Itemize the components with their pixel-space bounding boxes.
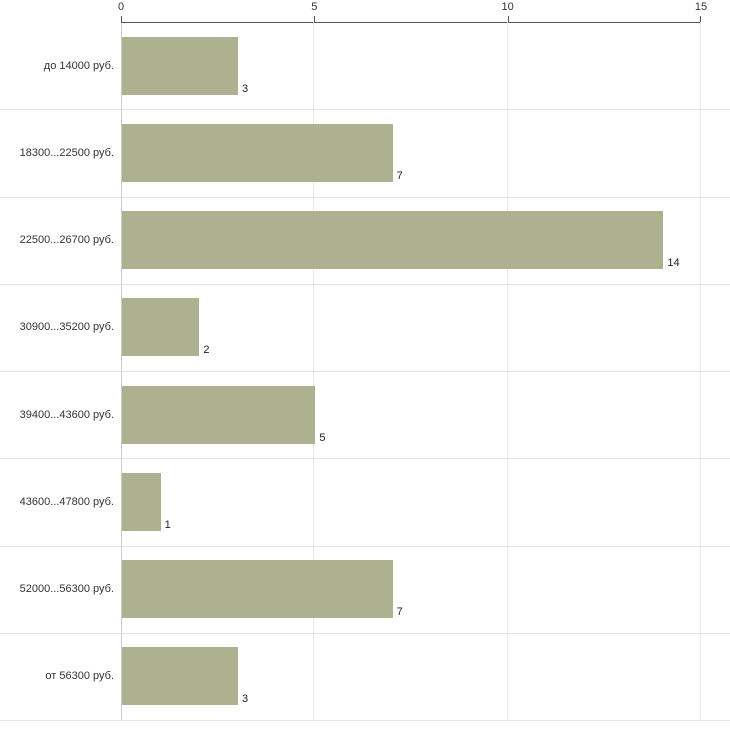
x-axis-tick-label: 0 xyxy=(117,1,125,13)
row-separator xyxy=(0,458,730,459)
category-label: 30900...35200 руб. xyxy=(19,321,114,334)
x-axis-line xyxy=(121,22,701,23)
category-label: от 56300 руб. xyxy=(45,670,114,683)
x-axis-tick xyxy=(314,16,316,22)
category-label: 39400...43600 руб. xyxy=(19,408,114,421)
bar-value-label: 7 xyxy=(396,606,403,619)
row-separator xyxy=(0,720,730,721)
bar[interactable] xyxy=(122,472,161,531)
bar-value-label: 5 xyxy=(319,431,326,444)
bar[interactable] xyxy=(122,211,664,270)
bar[interactable] xyxy=(122,385,316,444)
bar[interactable] xyxy=(122,298,200,357)
bar-value-label: 3 xyxy=(242,693,249,706)
bar[interactable] xyxy=(122,36,238,95)
bar-value-label: 2 xyxy=(203,344,210,357)
bar-value-label: 3 xyxy=(242,82,249,95)
x-axis-tick-label: 5 xyxy=(311,1,318,13)
category-label: 18300...22500 руб. xyxy=(19,146,114,159)
bar-value-label: 7 xyxy=(396,169,403,182)
category-label: 52000...56300 руб. xyxy=(19,583,114,596)
row-separator xyxy=(0,371,730,372)
x-axis-tick xyxy=(507,16,509,22)
row-separator xyxy=(0,546,730,547)
row-separator xyxy=(0,109,730,110)
category-label: 43600...47800 руб. xyxy=(19,495,114,508)
bar-value-label: 1 xyxy=(164,518,171,531)
x-axis-tick-label: 15 xyxy=(694,1,708,13)
bar[interactable] xyxy=(122,123,393,182)
x-axis-tick xyxy=(700,16,701,22)
row-separator xyxy=(0,284,730,285)
row-separator xyxy=(0,633,730,634)
row-separator xyxy=(0,197,730,198)
bar-value-label: 14 xyxy=(667,257,680,270)
bar[interactable] xyxy=(122,560,393,619)
category-label: до 14000 руб. xyxy=(43,59,114,72)
x-axis-tick xyxy=(121,16,122,22)
x-axis-tick-label: 10 xyxy=(501,1,514,13)
bar[interactable] xyxy=(122,647,238,706)
category-label: 22500...26700 руб. xyxy=(19,234,114,247)
